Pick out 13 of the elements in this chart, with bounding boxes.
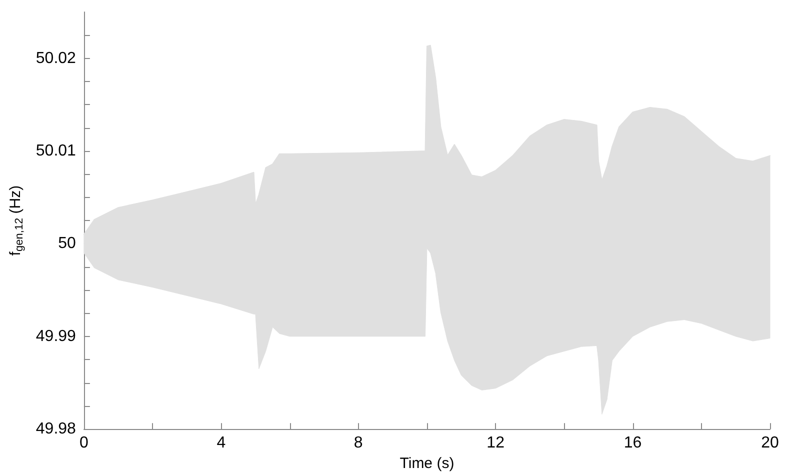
- y-axis-title: fgen,12 (Hz): [7, 185, 26, 256]
- y-tick-label: 49.99: [36, 328, 76, 345]
- y-tick-label: 50.01: [36, 142, 76, 160]
- y-tick-label: 50.02: [36, 50, 76, 67]
- y-tick-label: 49.98: [36, 420, 76, 438]
- x-tick-label: 12: [486, 434, 505, 452]
- x-axis-title: Time (s): [400, 455, 454, 472]
- x-tick-label: 20: [761, 434, 779, 452]
- x-tick-label: 16: [624, 434, 642, 452]
- x-tick-label: 4: [216, 434, 226, 452]
- y-tick-label: 50: [58, 235, 76, 252]
- x-tick-label: 0: [79, 434, 88, 452]
- x-tick-label: 8: [354, 434, 363, 452]
